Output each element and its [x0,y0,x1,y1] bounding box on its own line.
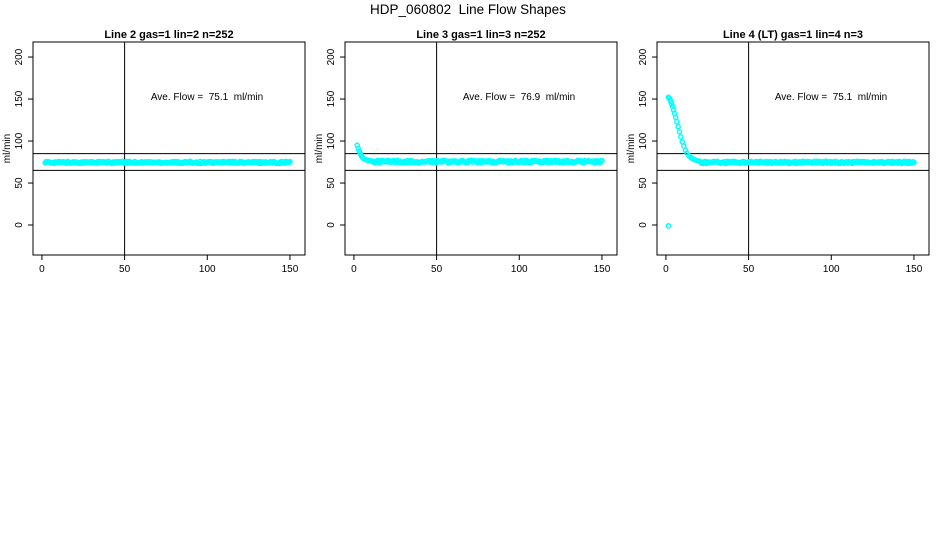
svg-text:200: 200 [14,48,25,65]
svg-text:ml/min: ml/min [626,134,637,163]
svg-text:0: 0 [14,222,25,228]
svg-text:150: 150 [282,264,299,275]
panel-plot: 0 50 100 150 0 50 100 150 200 ml/min [2,41,306,275]
svg-text:150: 150 [906,264,923,275]
svg-text:100: 100 [14,132,25,149]
svg-text:150: 150 [638,90,649,107]
svg-text:0: 0 [663,264,669,275]
svg-text:50: 50 [326,177,337,189]
panel-plot: 0 50 100 150 0 50 100 150 200 ml/min [314,41,618,275]
panel-line3: Line 3 gas=1 lin=3 n=252 0 50 100 150 0 50 100… [312,26,624,306]
svg-text:100: 100 [326,132,337,149]
svg-text:150: 150 [14,90,25,107]
ave-flow-annotation: Ave. Flow = 75.1 ml/min [150,92,264,103]
svg-text:50: 50 [14,177,25,189]
svg-text:100: 100 [199,264,216,275]
svg-text:0: 0 [351,264,357,275]
main-title: HDP_060802 Line Flow Shapes [370,2,566,17]
svg-text:50: 50 [119,264,131,275]
svg-text:0: 0 [638,222,649,228]
panel-title: Line 2 gas=1 lin=2 n=252 [104,29,234,41]
svg-text:ml/min: ml/min [314,134,325,163]
panels-row: Line 2 gas=1 lin=2 n=252 0 50 100 150 0 50 100… [0,26,936,306]
ave-flow-annotation: Ave. Flow = 75.1 ml/min [774,92,888,103]
svg-text:100: 100 [638,132,649,149]
panel-line2: Line 2 gas=1 lin=2 n=252 0 50 100 150 0 50 100… [0,26,312,306]
svg-text:50: 50 [638,177,649,189]
svg-text:50: 50 [431,264,443,275]
panel-line4: Line 4 (LT) gas=1 lin=4 n=3 0 50 100 150 0 50… [624,26,936,306]
svg-text:200: 200 [638,48,649,65]
panel-plot: 0 50 100 150 0 50 100 150 200 ml/min [626,41,930,275]
svg-text:150: 150 [326,90,337,107]
panel-title: Line 3 gas=1 lin=3 n=252 [416,29,546,41]
svg-text:0: 0 [326,222,337,228]
panel-title: Line 4 (LT) gas=1 lin=4 n=3 [722,29,864,41]
svg-text:100: 100 [511,264,528,275]
ave-flow-annotation: Ave. Flow = 76.9 ml/min [462,92,576,103]
svg-text:0: 0 [39,264,45,275]
svg-text:ml/min: ml/min [2,134,13,163]
svg-text:100: 100 [823,264,840,275]
svg-text:150: 150 [594,264,611,275]
svg-text:200: 200 [326,48,337,65]
svg-text:50: 50 [743,264,755,275]
